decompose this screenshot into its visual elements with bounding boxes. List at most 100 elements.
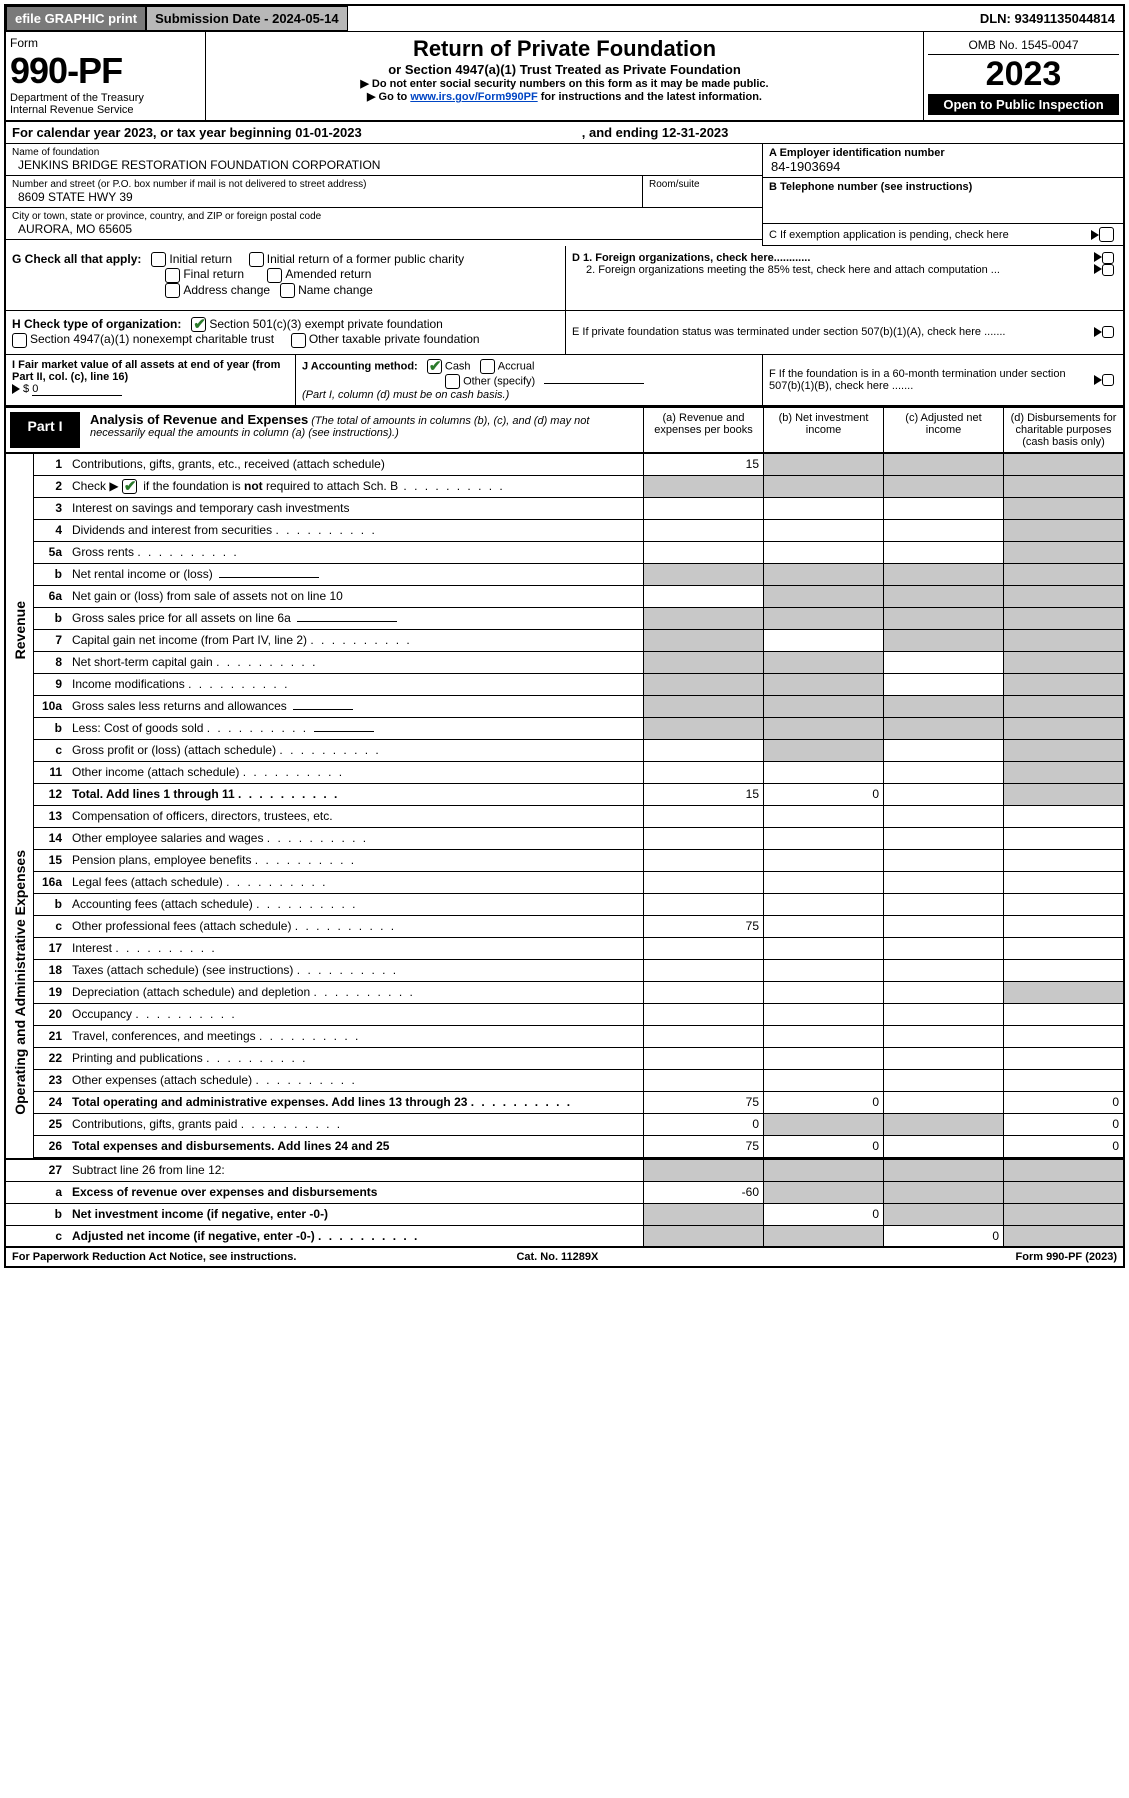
e-checkbox[interactable] [1102, 326, 1114, 338]
form-container: efile GRAPHIC print Submission Date - 20… [4, 4, 1125, 1268]
f-label: F If the foundation is in a 60-month ter… [769, 368, 1094, 392]
form-number: 990-PF [10, 50, 201, 92]
revenue-section: Revenue 1Contributions, gifts, grants, e… [6, 454, 1123, 806]
g1-checkbox[interactable] [151, 252, 166, 267]
c-label: C If exemption application is pending, c… [769, 229, 1091, 241]
form-subtitle: or Section 4947(a)(1) Trust Treated as P… [214, 62, 915, 77]
ein-value: 84-1903694 [769, 159, 840, 174]
j-other-checkbox[interactable] [445, 374, 460, 389]
h3-checkbox[interactable] [291, 333, 306, 348]
d2-checkbox[interactable] [1102, 264, 1114, 276]
table-row: 18Taxes (attach schedule) (see instructi… [34, 960, 1123, 982]
j-note: (Part I, column (d) must be on cash basi… [302, 389, 509, 401]
table-row: 7Capital gain net income (from Part IV, … [34, 630, 1123, 652]
arrow-icon [1091, 230, 1099, 240]
table-row: 9Income modifications [34, 674, 1123, 696]
g5-checkbox[interactable] [267, 268, 282, 283]
top-bar: efile GRAPHIC print Submission Date - 20… [6, 6, 1123, 32]
table-row: bAccounting fees (attach schedule) [34, 894, 1123, 916]
dept-irs: Internal Revenue Service [10, 104, 201, 116]
table-row: 16aLegal fees (attach schedule) [34, 872, 1123, 894]
fmv-value: 0 [32, 383, 122, 396]
col-c-header: (c) Adjusted net income [883, 408, 1003, 452]
table-row: cAdjusted net income (if negative, enter… [6, 1226, 1123, 1248]
calendar-year-row: For calendar year 2023, or tax year begi… [6, 122, 1123, 144]
table-row: 25Contributions, gifts, grants paid 00 [34, 1114, 1123, 1136]
page-footer: For Paperwork Reduction Act Notice, see … [6, 1248, 1123, 1266]
form-word: Form [10, 36, 201, 50]
arrow-icon [1094, 252, 1102, 262]
table-row: 23Other expenses (attach schedule) [34, 1070, 1123, 1092]
suite-label: Room/suite [649, 179, 756, 190]
table-row: 2Check ▶ if the foundation is not requir… [34, 476, 1123, 498]
d2-label: 2. Foreign organizations meeting the 85%… [586, 264, 1094, 276]
schb-checkbox[interactable] [122, 479, 137, 494]
table-row: 11Other income (attach schedule) [34, 762, 1123, 784]
table-row: bNet rental income or (loss) [34, 564, 1123, 586]
table-row: 19Depreciation (attach schedule) and dep… [34, 982, 1123, 1004]
submission-date-label: Submission Date - 2024-05-14 [146, 6, 348, 31]
table-row: 17Interest [34, 938, 1123, 960]
table-row: 21Travel, conferences, and meetings [34, 1026, 1123, 1048]
j-cash-checkbox[interactable] [427, 359, 442, 374]
form-warning: ▶ Do not enter social security numbers o… [214, 77, 915, 90]
table-row: 1Contributions, gifts, grants, etc., rec… [34, 454, 1123, 476]
table-row: 15Pension plans, employee benefits [34, 850, 1123, 872]
table-row: 6aNet gain or (loss) from sale of assets… [34, 586, 1123, 608]
d1-checkbox[interactable] [1102, 252, 1114, 264]
arrow-icon [1094, 375, 1102, 385]
irs-link[interactable]: www.irs.gov/Form990PF [410, 91, 537, 103]
g2-checkbox[interactable] [165, 268, 180, 283]
part1-label: Part I [10, 412, 80, 448]
table-row: 8Net short-term capital gain [34, 652, 1123, 674]
identity-block: Name of foundation JENKINS BRIDGE RESTOR… [6, 144, 1123, 246]
c-checkbox[interactable] [1099, 227, 1114, 242]
open-inspection-label: Open to Public Inspection [928, 94, 1119, 115]
form-header: Form 990-PF Department of the Treasury I… [6, 32, 1123, 122]
table-row: cOther professional fees (attach schedul… [34, 916, 1123, 938]
col-d-header: (d) Disbursements for charitable purpose… [1003, 408, 1123, 452]
table-row: 4Dividends and interest from securities [34, 520, 1123, 542]
arrow-icon [12, 384, 20, 394]
dept-treasury: Department of the Treasury [10, 92, 201, 104]
footer-formref: Form 990-PF (2023) [1016, 1251, 1117, 1263]
table-row: 24Total operating and administrative exp… [34, 1092, 1123, 1114]
tax-year: 2023 [928, 55, 1119, 94]
ein-label: A Employer identification number [769, 147, 945, 159]
col-a-header: (a) Revenue and expenses per books [643, 408, 763, 452]
table-row: 14Other employee salaries and wages [34, 828, 1123, 850]
table-row: 27Subtract line 26 from line 12: [6, 1160, 1123, 1182]
col-b-header: (b) Net investment income [763, 408, 883, 452]
address-value: 8609 STATE HWY 39 [12, 190, 636, 204]
part1-title: Analysis of Revenue and Expenses [90, 412, 308, 427]
efile-print-button[interactable]: efile GRAPHIC print [6, 6, 146, 31]
table-row: bNet investment income (if negative, ent… [6, 1204, 1123, 1226]
g4-checkbox[interactable] [249, 252, 264, 267]
table-row: 12Total. Add lines 1 through 11 150 [34, 784, 1123, 806]
h2-checkbox[interactable] [12, 333, 27, 348]
foundation-name: JENKINS BRIDGE RESTORATION FOUNDATION CO… [12, 158, 756, 172]
table-row: 26Total expenses and disbursements. Add … [34, 1136, 1123, 1158]
dln-label: DLN: 93491135044814 [972, 7, 1123, 30]
j-label: J Accounting method: [302, 360, 418, 372]
form-title: Return of Private Foundation [214, 36, 915, 62]
expenses-section: Operating and Administrative Expenses 13… [6, 806, 1123, 1158]
f-checkbox[interactable] [1102, 374, 1114, 386]
h-label: H Check type of organization: [12, 317, 181, 331]
checks-block: G Check all that apply: Initial return I… [6, 246, 1123, 311]
footer-left: For Paperwork Reduction Act Notice, see … [12, 1251, 296, 1263]
table-row: 10aGross sales less returns and allowanc… [34, 696, 1123, 718]
table-row: 20Occupancy [34, 1004, 1123, 1026]
name-label: Name of foundation [12, 147, 756, 158]
revenue-side-label: Revenue [12, 601, 28, 659]
table-row: 3Interest on savings and temporary cash … [34, 498, 1123, 520]
table-row: bGross sales price for all assets on lin… [34, 608, 1123, 630]
i-label: I Fair market value of all assets at end… [12, 359, 280, 383]
arrow-icon [1094, 327, 1102, 337]
ij-block: I Fair market value of all assets at end… [6, 355, 1123, 406]
j-accrual-checkbox[interactable] [480, 359, 495, 374]
e-label: E If private foundation status was termi… [572, 326, 1094, 338]
g3-checkbox[interactable] [165, 283, 180, 298]
h1-checkbox[interactable] [191, 317, 206, 332]
g6-checkbox[interactable] [280, 283, 295, 298]
